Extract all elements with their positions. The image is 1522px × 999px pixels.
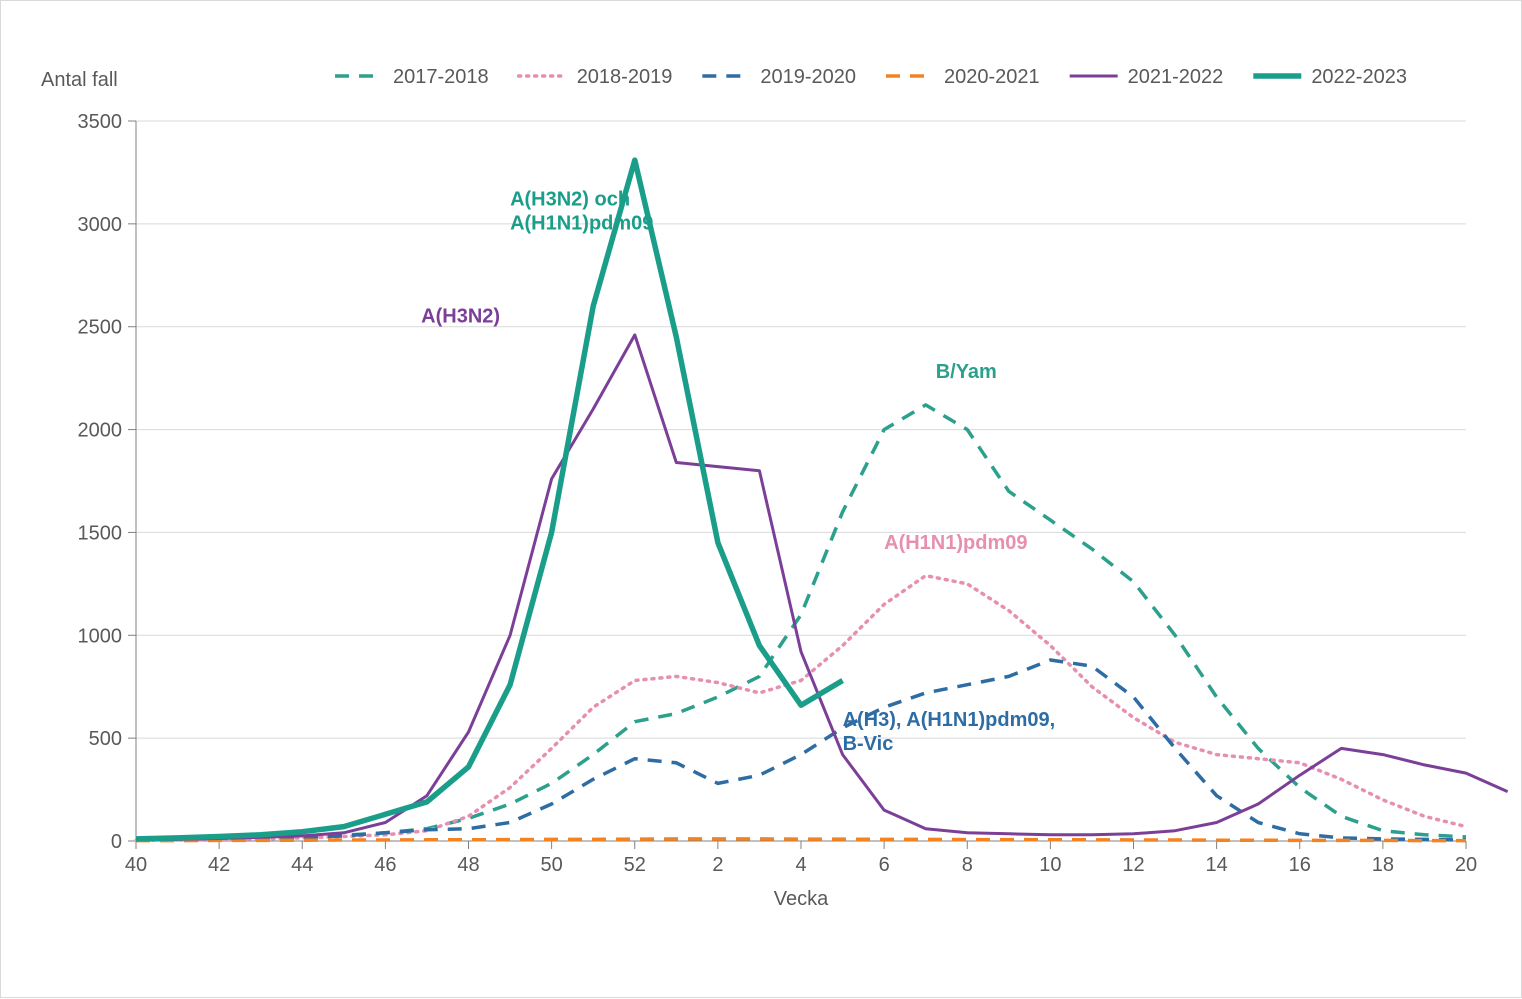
y-tick-label: 1500	[78, 522, 123, 544]
x-tick-label: 2	[712, 854, 723, 876]
y-tick-label: 3000	[78, 214, 123, 236]
x-tick-label: 48	[457, 854, 479, 876]
x-tick-label: 14	[1206, 854, 1228, 876]
y-tick-label: 2500	[78, 317, 123, 339]
annotation-text: B-Vic	[843, 733, 894, 755]
annotation-text: B/Yam	[936, 361, 997, 383]
x-tick-label: 50	[541, 854, 563, 876]
series-s2022_2023	[136, 160, 843, 839]
series-s2021_2022	[136, 335, 1508, 840]
y-tick-label: 1000	[78, 625, 123, 647]
series-s2017_2018	[136, 405, 1466, 840]
annotation: A(H1N1)pdm09	[884, 532, 1027, 554]
legend-label: 2021-2022	[1128, 66, 1224, 88]
x-tick-label: 4	[795, 854, 806, 876]
x-tick-label: 12	[1122, 854, 1144, 876]
legend: 2017-2018 2018-2019 2019-2020 2020-2021 2021…	[335, 66, 1407, 88]
legend-label: 2018-2019	[577, 66, 673, 88]
annotation: B/Yam	[936, 361, 997, 383]
x-tick-label: 8	[962, 854, 973, 876]
legend-label: 2017-2018	[393, 66, 489, 88]
y-tick-label: 500	[89, 728, 122, 750]
y-tick-label: 2000	[78, 420, 123, 442]
x-tick-label: 42	[208, 854, 230, 876]
legend-label: 2019-2020	[760, 66, 856, 88]
series-s2018_2019	[136, 576, 1466, 841]
x-tick-label: 18	[1372, 854, 1394, 876]
line-chart: 0500100015002000250030003500404244464850…	[1, 1, 1522, 999]
annotation-text: A(H1N1)pdm09	[884, 532, 1027, 554]
y-axis-title: Antal fall	[41, 69, 118, 91]
legend-label: 2022-2023	[1311, 66, 1407, 88]
x-tick-label: 52	[624, 854, 646, 876]
x-tick-label: 40	[125, 854, 147, 876]
y-tick-label: 0	[111, 831, 122, 853]
x-tick-label: 46	[374, 854, 396, 876]
x-tick-label: 6	[879, 854, 890, 876]
legend-label: 2020-2021	[944, 66, 1040, 88]
annotation-text: A(H3), A(H1N1)pdm09,	[843, 709, 1056, 731]
annotation-text: A(H3N2)	[421, 306, 500, 328]
annotation-text: A(H1N1)pdm09	[510, 212, 653, 234]
annotation: A(H3N2)	[421, 306, 500, 328]
x-tick-label: 16	[1289, 854, 1311, 876]
x-axis-title: Vecka	[774, 888, 829, 910]
x-tick-label: 20	[1455, 854, 1477, 876]
chart-frame: 0500100015002000250030003500404244464850…	[0, 0, 1522, 998]
y-tick-label: 3500	[78, 111, 123, 133]
annotation: A(H3), A(H1N1)pdm09,B-Vic	[843, 709, 1056, 755]
x-tick-label: 44	[291, 854, 313, 876]
series-s2019_2020	[136, 660, 1466, 840]
annotation: A(H3N2) ochA(H1N1)pdm09	[510, 188, 653, 234]
annotation-text: A(H3N2) och	[510, 188, 630, 210]
x-tick-label: 10	[1039, 854, 1061, 876]
series-s2020_2021	[136, 839, 1466, 841]
